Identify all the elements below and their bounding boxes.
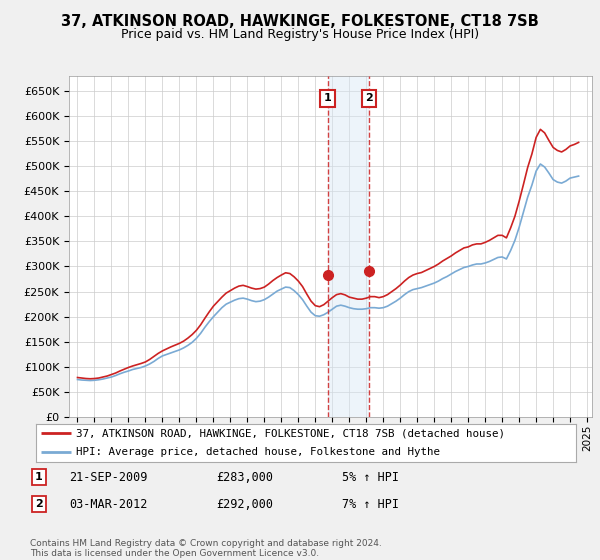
Text: £283,000: £283,000 [216,470,273,484]
Bar [328,76,369,417]
Text: 5% ↑ HPI: 5% ↑ HPI [342,470,399,484]
Text: 37, ATKINSON ROAD, HAWKINGE, FOLKESTONE, CT18 7SB (detached house): 37, ATKINSON ROAD, HAWKINGE, FOLKESTONE,… [77,428,505,438]
Text: Price paid vs. HM Land Registry's House Price Index (HPI): Price paid vs. HM Land Registry's House … [121,28,479,41]
Text: HPI: Average price, detached house, Folkestone and Hythe: HPI: Average price, detached house, Folk… [77,447,440,458]
Text: 2: 2 [35,499,43,509]
Text: 1: 1 [35,472,43,482]
Text: 03-MAR-2012: 03-MAR-2012 [69,497,148,511]
Text: £292,000: £292,000 [216,497,273,511]
Text: 1: 1 [323,93,331,103]
Text: Contains HM Land Registry data © Crown copyright and database right 2024.
This d: Contains HM Land Registry data © Crown c… [30,539,382,558]
Text: 37, ATKINSON ROAD, HAWKINGE, FOLKESTONE, CT18 7SB: 37, ATKINSON ROAD, HAWKINGE, FOLKESTONE,… [61,14,539,29]
Text: 2: 2 [365,93,373,103]
Text: 21-SEP-2009: 21-SEP-2009 [69,470,148,484]
Text: 7% ↑ HPI: 7% ↑ HPI [342,497,399,511]
